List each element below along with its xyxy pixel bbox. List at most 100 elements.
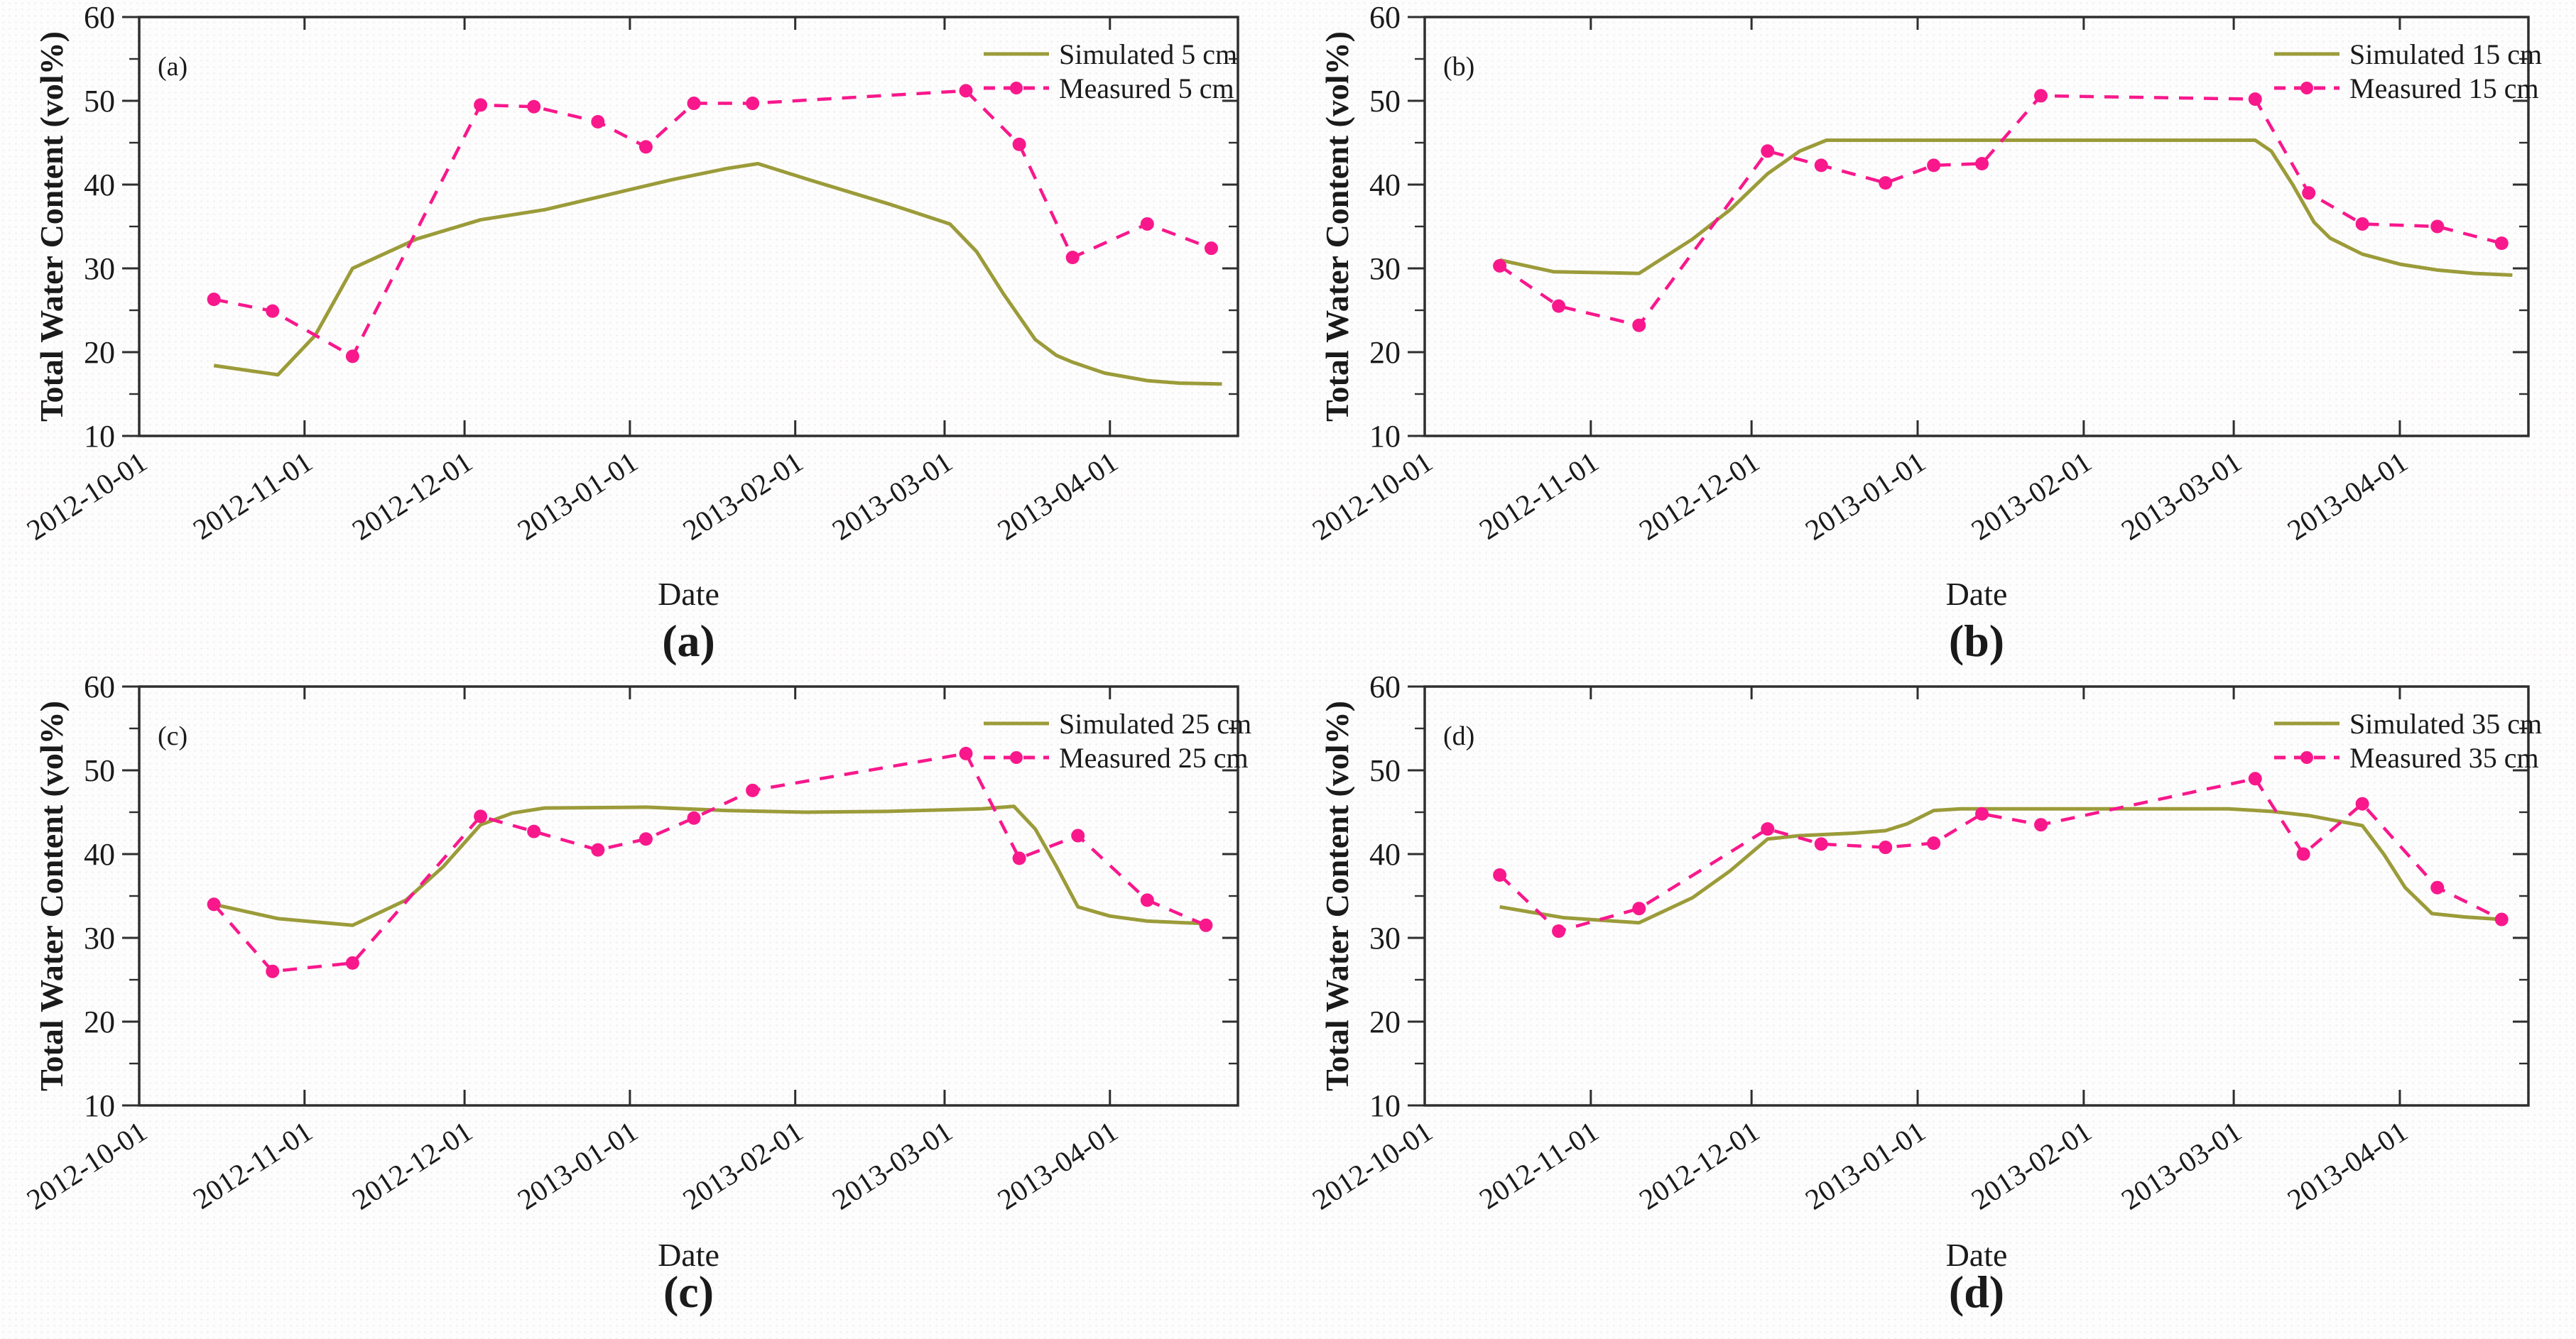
measured-marker: [527, 99, 541, 114]
x-tick-label: 2013-03-01: [826, 445, 958, 547]
measured-marker: [1879, 176, 1893, 190]
measured-marker: [2494, 236, 2509, 251]
legend-measured-marker: [2300, 82, 2313, 94]
x-tick-label: 2013-03-01: [826, 1115, 958, 1216]
legend-measured-marker: [2300, 751, 2313, 764]
x-tick-label: 2013-04-01: [2281, 1115, 2413, 1216]
y-tick-label: 20: [84, 335, 115, 370]
x-tick-label: 2012-12-01: [1634, 445, 1766, 547]
x-tick-label: 2012-11-01: [187, 445, 317, 546]
y-tick-label: 60: [84, 0, 115, 35]
x-axis-title: Date: [1946, 576, 2008, 612]
measured-marker: [266, 304, 280, 318]
legend-simulated-label: Simulated 35 cm: [2349, 708, 2542, 740]
panel-caption: (b): [1949, 616, 2004, 666]
measured-marker: [207, 293, 221, 307]
measured-marker: [1140, 217, 1154, 231]
measured-marker: [1065, 251, 1080, 265]
measured-marker: [1927, 836, 1941, 851]
x-tick-label: 2012-12-01: [1634, 1115, 1766, 1216]
simulated-line: [213, 804, 1212, 927]
measured-marker: [1814, 837, 1828, 851]
legend-simulated-label: Simulated 25 cm: [1059, 708, 1251, 740]
measured-marker: [474, 809, 488, 824]
measured-marker: [687, 811, 701, 825]
measured-marker: [1632, 902, 1646, 916]
measured-marker: [527, 824, 541, 838]
x-tick-label: 2013-03-01: [2115, 1115, 2247, 1216]
measured-marker: [1814, 158, 1828, 173]
measured-marker: [1879, 841, 1893, 855]
measured-marker: [1012, 851, 1026, 865]
y-tick-label: 40: [1369, 837, 1401, 872]
x-axis-title: Date: [658, 1237, 719, 1273]
measured-marker: [2302, 186, 2316, 200]
panel-caption: (a): [662, 616, 715, 666]
chart-panel-d: 10 20 30 40 50 60 2012-10-01 2012-11-01 2012-12-…: [1306, 670, 2542, 1317]
y-tick-label: 10: [1369, 1088, 1401, 1123]
y-tick-label: 10: [84, 419, 115, 454]
measured-marker: [638, 832, 653, 846]
measured-marker: [1012, 137, 1026, 151]
measured-marker: [266, 964, 280, 978]
measured-marker: [474, 98, 488, 112]
y-tick-label: 40: [1369, 168, 1401, 202]
measured-line: [1499, 94, 2502, 327]
x-tick-label: 2013-01-01: [511, 445, 643, 547]
x-tick-label: 2012-10-01: [21, 445, 153, 547]
measured-marker: [1204, 241, 1218, 256]
x-tick-label: 2012-11-01: [1474, 445, 1604, 546]
x-tick-label: 2012-12-01: [346, 445, 478, 547]
x-tick-label: 2013-02-01: [1965, 1115, 2097, 1216]
y-axis-title: Total Water Content (vol%): [1319, 31, 1355, 422]
measured-marker: [2355, 797, 2369, 811]
measured-marker: [2430, 880, 2445, 895]
measured-line: [212, 752, 1207, 973]
measured-marker: [591, 115, 605, 129]
measured-marker: [1975, 807, 1989, 821]
x-axis-title: Date: [658, 576, 719, 612]
panel-caption: (c): [663, 1267, 714, 1317]
legend-measured-label: Measured 25 cm: [1059, 742, 1249, 774]
simulated-line: [1499, 807, 2502, 925]
y-tick-label: 10: [1369, 419, 1401, 454]
x-tick-label: 2013-01-01: [511, 1115, 643, 1216]
x-tick-label: 2013-04-01: [2281, 445, 2413, 547]
y-axis-title: Total Water Content (vol%): [33, 701, 70, 1091]
x-tick-label: 2012-10-01: [21, 1115, 153, 1216]
legend-measured-marker: [1010, 751, 1023, 764]
x-tick-label: 2013-01-01: [1799, 445, 1931, 547]
y-axis-title: Total Water Content (vol%): [1319, 701, 1355, 1091]
legend-simulated-label: Simulated 15 cm: [2349, 38, 2542, 70]
measured-marker: [345, 956, 359, 970]
measured-marker: [2034, 818, 2048, 832]
x-tick-label: 2013-03-01: [2115, 445, 2247, 547]
y-tick-label: 20: [84, 1005, 115, 1039]
y-tick-label: 50: [1369, 84, 1401, 119]
legend-simulated-label: Simulated 5 cm: [1059, 38, 1237, 70]
x-tick-label: 2013-02-01: [677, 445, 809, 547]
y-tick-label: 30: [84, 251, 115, 286]
measured-marker: [2355, 217, 2369, 231]
measured-marker: [687, 97, 701, 111]
y-tick-label: 60: [84, 670, 115, 704]
measured-marker: [2430, 219, 2445, 234]
panel-letter: (b): [1443, 52, 1474, 82]
y-tick-label: 50: [1369, 753, 1401, 788]
y-tick-label: 30: [1369, 251, 1401, 286]
x-tick-label: 2012-11-01: [187, 1115, 317, 1215]
measured-marker: [591, 843, 605, 857]
panel-letter: (c): [158, 721, 188, 751]
x-tick-label: 2013-04-01: [991, 1115, 1124, 1216]
legend-measured-label: Measured 35 cm: [2349, 742, 2539, 774]
measured-marker: [1199, 918, 1213, 932]
measured-marker: [1493, 258, 1507, 273]
measured-line: [213, 89, 1212, 359]
measured-marker: [2494, 912, 2509, 927]
y-tick-label: 40: [84, 837, 115, 872]
y-tick-label: 60: [1369, 670, 1401, 704]
x-tick-label: 2012-10-01: [1306, 445, 1438, 547]
measured-marker: [2248, 92, 2262, 106]
panel-caption: (d): [1949, 1267, 2004, 1317]
